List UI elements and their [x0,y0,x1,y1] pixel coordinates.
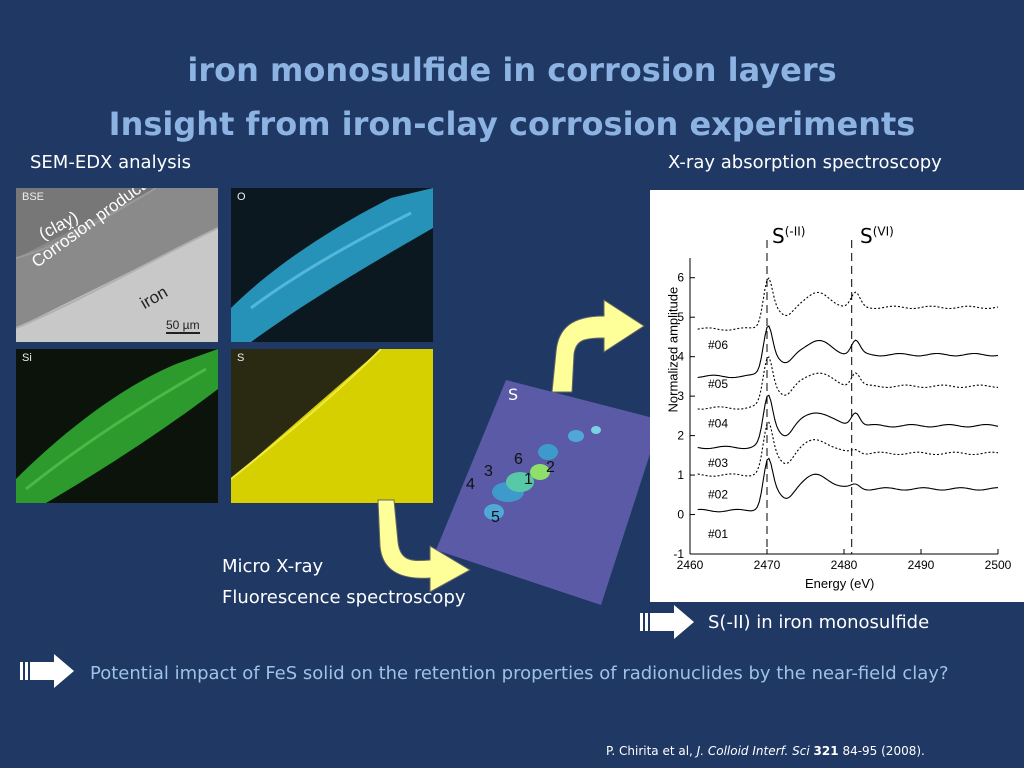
y-tick-label: 3 [677,389,684,403]
s-map-image [231,349,433,503]
xrf-label-line2: Fluorescence spectroscopy [222,587,466,608]
scale-bar: 50 µm [166,318,200,334]
si-panel: Si [16,349,218,503]
y-tick-label: 6 [677,271,684,285]
bse-panel: BSE (clay) Corrosion products iron 50 µm [16,188,218,342]
sem-heading: SEM-EDX analysis [30,152,191,173]
conclusion-arrow-xas [640,605,694,639]
arrow-down-right [377,499,472,593]
x-tick-label: 2490 [908,558,935,572]
x-tick-label: 2460 [677,558,704,572]
series-label-06: #06 [708,338,728,352]
xrf-point-1: 1 [524,471,533,488]
xrf-point-4: 4 [466,476,475,493]
y-tick-label: 0 [677,508,684,522]
reference-journal: J. Colloid Interf. Sci [696,744,810,758]
y-tick-label: 2 [677,429,684,443]
y-tick-label: 5 [677,310,684,324]
x-tick-label: 2500 [985,558,1012,572]
series-line-05 [697,325,999,379]
s-tag: S [237,352,245,364]
xrf-label-line1: Micro X-ray [222,556,324,577]
series-line-03 [697,394,999,450]
y-tick-label: -1 [673,547,684,561]
o-panel: O [231,188,433,342]
reference-authors: P. Chirita et al, [606,744,693,758]
xas-heading: X-ray absorption spectroscopy [668,152,942,173]
xrf-point-3: 3 [484,463,493,480]
xrf-map: 1 2 3 4 5 6 [436,380,661,605]
o-map-image [231,188,433,342]
series-label-04: #04 [708,417,728,431]
page-title-line2: Insight from iron-clay corrosion experim… [108,105,916,143]
xrf-point-5: 5 [491,509,500,526]
xas-conclusion: S(-II) in iron monosulfide [708,612,930,633]
arrow-up-right [551,299,645,393]
si-tag: Si [22,352,32,364]
y-tick-label: 1 [677,468,684,482]
bse-tag: BSE [22,191,45,203]
peak-label-s-ii: S(-II) [772,224,806,248]
x-tick-label: 2480 [831,558,858,572]
xrf-point-6: 6 [514,451,523,468]
series-line-02 [697,421,999,477]
series-label-02: #02 [708,488,728,502]
series-line-01 [697,457,998,513]
impact-question: Potential impact of FeS solid on the ret… [90,663,949,684]
bse-image [16,188,218,342]
xas-chart-svg: 2460 2470 2480 2490 2500 -1 0 1 2 3 4 5 6 #01 #02 #03 #… [673,240,1012,572]
xrf-point-2: 2 [546,459,555,476]
series-line-04 [697,356,999,410]
y-tick-label: 4 [677,350,684,364]
y-axis-label: Normalized amplitude [665,286,681,413]
series-line-06 [697,277,999,331]
x-axis-label: Energy (eV) [805,576,875,591]
series-label-05: #05 [708,377,728,391]
reference: P. Chirita et al, J. Colloid Interf. Sci… [606,744,925,758]
x-tick-label: 2470 [754,558,781,572]
xas-chart: 2460 2470 2480 2490 2500 -1 0 1 2 3 4 5 6 #01 #02 #03 #… [650,190,1024,602]
s-panel: S [231,349,433,503]
si-map-image [16,349,218,503]
reference-pages: 84-95 (2008). [842,744,925,758]
series-label-03: #03 [708,456,728,470]
conclusion-arrow-bottom [20,654,74,688]
series-label-01: #01 [708,527,728,541]
peak-label-s-vi: S(VI) [860,224,894,248]
xrf-map-tag: S [508,385,519,404]
o-tag: O [237,191,246,203]
reference-volume: 321 [813,744,839,758]
page-title-line1: iron monosulfide in corrosion layers [187,51,837,89]
